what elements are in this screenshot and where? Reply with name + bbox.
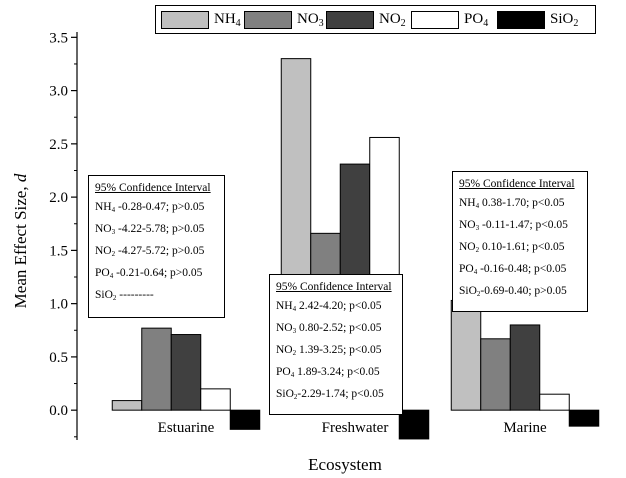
ci-line: NH4 0.38-1.70; p<0.05 xyxy=(459,197,565,210)
x-tick-label: Freshwater xyxy=(322,420,389,436)
legend-swatch xyxy=(244,11,292,29)
y-tick-label: 2.0 xyxy=(49,190,68,206)
legend-label: SiO2 xyxy=(550,11,579,29)
bar-no2-marine xyxy=(509,324,541,411)
y-tick-label: 0.5 xyxy=(49,350,68,366)
y-axis-title: Mean Effect Size, d xyxy=(11,173,30,308)
ci-line: NO3 -0.11-1.47; p<0.05 xyxy=(459,219,568,232)
ci-line: SiO2 --------- xyxy=(95,289,154,302)
ci-line: NO3 0.80-2.52; p<0.05 xyxy=(276,322,382,335)
legend-label: NO3 xyxy=(297,11,324,29)
legend-label: NO2 xyxy=(379,11,406,29)
bar-po4-estuarine xyxy=(200,388,231,411)
ci-line: NO2 0.10-1.61; p<0.05 xyxy=(459,241,565,254)
legend-item-nh4: NH4 xyxy=(161,10,241,30)
y-tick-label: 3.5 xyxy=(49,30,68,46)
ci-box-freshwater: 95% Confidence Interval NH4 2.42-4.20; p<… xyxy=(269,274,403,415)
legend-item-po4: PO4 xyxy=(411,10,488,30)
y-tick-label: 3.0 xyxy=(49,84,68,100)
legend-label: PO4 xyxy=(464,11,489,29)
legend-swatch xyxy=(161,11,209,29)
legend-item-sio2: SiO2 xyxy=(497,10,578,30)
ci-line: NO2 1.39-3.25; p<0.05 xyxy=(276,344,382,357)
bar-sio2-freshwater xyxy=(398,409,430,440)
ci-line: PO4 -0.21-0.64; p>0.05 xyxy=(95,267,203,280)
ci-line: PO4 -0.16-0.48; p<0.05 xyxy=(459,263,567,276)
ci-line: NH4 2.42-4.20; p<0.05 xyxy=(276,300,382,313)
ci-line: SiO2-2.29-1.74; p<0.05 xyxy=(276,388,384,401)
bar-no3-estuarine xyxy=(141,327,172,411)
x-tick-label: Estuarine xyxy=(158,420,215,436)
y-axis-title-main: Mean Effect Size, xyxy=(11,182,30,308)
x-axis-title: Ecosystem xyxy=(308,455,382,474)
ci-title: 95% Confidence Interval xyxy=(276,281,392,293)
y-tick-label: 2.5 xyxy=(49,137,68,153)
legend-item-no2: NO2 xyxy=(326,10,406,30)
ci-title: 95% Confidence Interval xyxy=(95,182,211,194)
bar-sio2-marine xyxy=(568,409,600,427)
legend-swatch xyxy=(326,11,374,29)
y-axis-title-symbol: d xyxy=(11,173,30,182)
legend-item-no3: NO3 xyxy=(244,10,324,30)
legend-swatch xyxy=(411,11,459,29)
legend: NH4 NO3 NO2 PO4 SiO2 xyxy=(155,5,596,34)
y-tick-label: 1.5 xyxy=(49,243,68,259)
bar-no3-marine xyxy=(480,338,511,411)
legend-swatch xyxy=(497,11,545,29)
y-tick-label: 0.0 xyxy=(49,403,68,419)
bar-nh4-estuarine xyxy=(111,400,143,411)
axes-layer: 0.0 0.5 1.0 1.5 2.0 2.5 3.0 3.5 Estuarine Freshwa… xyxy=(49,30,547,440)
ci-line: PO4 1.89-3.24; p<0.05 xyxy=(276,366,380,379)
y-tick-label: 1.0 xyxy=(49,297,68,313)
bar-nh4-marine xyxy=(450,299,482,411)
ci-box-marine: 95% Confidence Interval NH4 0.38-1.70; p<… xyxy=(452,171,588,312)
ci-line: NO3 -4.22-5.78; p>0.05 xyxy=(95,223,205,236)
legend-label: NH4 xyxy=(214,11,241,29)
ci-line: NO2 -4.27-5.72; p>0.05 xyxy=(95,245,205,258)
bar-no2-estuarine xyxy=(170,334,202,411)
ci-line: NH4 -0.28-0.47; p>0.05 xyxy=(95,201,205,214)
ci-title: 95% Confidence Interval xyxy=(459,178,575,190)
bar-po4-marine xyxy=(539,393,570,411)
x-tick-label: Marine xyxy=(503,420,547,436)
ci-box-estuarine: 95% Confidence Interval NH4 -0.28-0.47; p… xyxy=(88,175,225,318)
ci-line: SiO2-0.69-0.40; p>0.05 xyxy=(459,285,567,298)
bar-sio2-estuarine xyxy=(229,409,261,430)
